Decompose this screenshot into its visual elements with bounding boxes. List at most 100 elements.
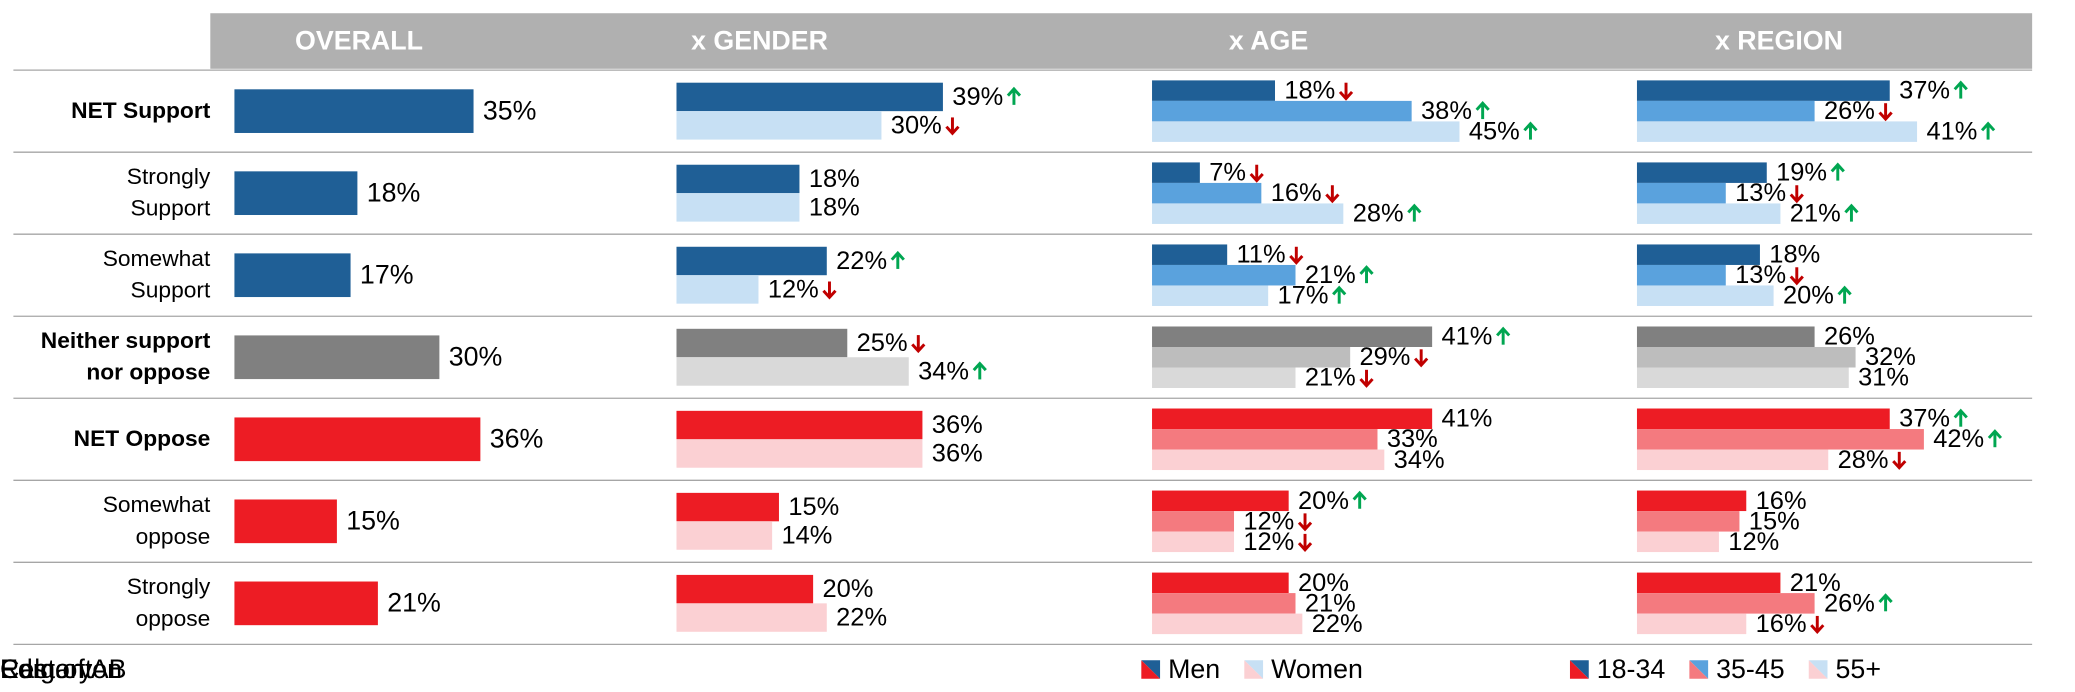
- sig-arrow-head: [1359, 265, 1374, 275]
- value-label: 15%: [1749, 507, 1800, 535]
- bar: [1636, 182, 1726, 204]
- value-label: 12%: [1728, 528, 1779, 556]
- sig-arrow: [1297, 513, 1313, 532]
- sig-arrow: [1359, 369, 1374, 388]
- bar: [676, 439, 923, 468]
- sig-arrow-head: [945, 125, 960, 136]
- value-label: 26%: [1824, 97, 1875, 125]
- sig-arrow-head: [1810, 624, 1825, 634]
- value-label: 34%: [918, 358, 969, 386]
- sig-arrow-head: [1006, 86, 1022, 97]
- value-label: 18%: [1769, 241, 1820, 269]
- sig-arrow-head: [1359, 378, 1374, 388]
- sig-arrow: [1496, 326, 1511, 345]
- bar: [1152, 244, 1228, 265]
- bar: [1636, 346, 1856, 368]
- bar: [1152, 408, 1433, 430]
- value-label: 28%: [1353, 200, 1404, 228]
- bar: [1636, 511, 1740, 532]
- value-label: 21%: [1305, 589, 1356, 617]
- sig-arrow-head: [1249, 173, 1264, 183]
- sig-arrow-head: [1789, 275, 1804, 286]
- row-label-box: Strongly Support: [127, 164, 211, 221]
- bar: [1636, 203, 1781, 224]
- value-label: 36%: [932, 440, 983, 468]
- value-label: 13%: [1735, 179, 1786, 207]
- sig-arrow: [1878, 103, 1893, 122]
- row-label: NET Support: [71, 98, 211, 124]
- value-label: 22%: [836, 247, 887, 275]
- sig-arrow-head: [1830, 162, 1845, 173]
- sig-arrow: [1475, 101, 1490, 120]
- sig-arrow-head: [1496, 326, 1511, 337]
- value-label: 19%: [1776, 159, 1827, 187]
- bar: [1152, 593, 1296, 614]
- value-label: 21%: [1790, 569, 1841, 597]
- bar: [676, 357, 909, 386]
- sig-arrow-head: [1844, 203, 1859, 214]
- sig-arrow: [1878, 593, 1893, 612]
- sig-arrow: [1414, 349, 1429, 368]
- column-title: x REGION: [1715, 25, 1843, 55]
- value-label: 15%: [346, 506, 400, 536]
- value-label: 32%: [1865, 343, 1916, 371]
- bar: [676, 521, 773, 550]
- value-label: 30%: [891, 111, 942, 139]
- row-label: Somewhat Support: [102, 246, 211, 303]
- sig-arrow: [1338, 82, 1354, 101]
- bar: [234, 335, 440, 380]
- bar: [676, 492, 779, 522]
- value-label: 33%: [1387, 425, 1438, 453]
- sig-arrow: [1523, 121, 1538, 140]
- sig-arrow-head: [1352, 490, 1367, 501]
- value-label: 36%: [490, 424, 544, 454]
- bar: [1636, 531, 1719, 553]
- sig-arrow-head: [972, 361, 987, 372]
- sig-arrow-head: [1325, 193, 1340, 204]
- row-label: Neither support nor oppose: [40, 328, 211, 386]
- sig-arrow: [1352, 490, 1367, 509]
- value-label: 36%: [932, 411, 983, 439]
- value-label: 12%: [1243, 507, 1294, 535]
- bar: [676, 193, 800, 222]
- sig-arrow: [972, 361, 987, 380]
- value-label: 42%: [1933, 425, 1984, 453]
- bar: [234, 89, 474, 133]
- value-label: 16%: [1271, 179, 1322, 207]
- sig-arrow: [1830, 162, 1845, 181]
- value-label: 38%: [1421, 97, 1472, 125]
- row-label-box: NET Support: [71, 98, 211, 124]
- legend-label: 18-34: [1597, 654, 1666, 684]
- bar: [676, 275, 759, 304]
- bar: [676, 410, 923, 440]
- sig-arrow-head: [1878, 111, 1893, 122]
- value-label: 45%: [1469, 118, 1520, 146]
- sig-arrow: [945, 117, 960, 136]
- sig-arrow: [1810, 615, 1825, 634]
- column-title: x GENDER: [691, 25, 828, 55]
- bar: [1152, 531, 1235, 553]
- sig-arrow: [911, 335, 926, 354]
- sig-arrow-head: [1297, 542, 1313, 552]
- value-label: 17%: [360, 260, 414, 290]
- sig-arrow: [1407, 203, 1422, 222]
- header-band: [210, 13, 2033, 69]
- sig-arrow-head: [1837, 285, 1852, 296]
- value-label: 16%: [1756, 610, 1807, 638]
- value-label: 13%: [1735, 261, 1786, 289]
- bar: [1636, 244, 1760, 265]
- bar: [1152, 429, 1378, 450]
- sig-arrow-head: [1407, 203, 1422, 214]
- legend-label: 55+: [1836, 654, 1881, 684]
- bar: [1152, 121, 1460, 142]
- value-label: 12%: [768, 276, 819, 304]
- value-label: 25%: [857, 329, 908, 357]
- value-label: 28%: [1838, 446, 1889, 474]
- sig-arrow: [1249, 164, 1264, 183]
- value-label: 20%: [1298, 487, 1349, 515]
- sig-arrow: [1789, 185, 1804, 204]
- legend-label: Edmonton: [0, 654, 122, 684]
- sig-arrow: [1359, 265, 1374, 284]
